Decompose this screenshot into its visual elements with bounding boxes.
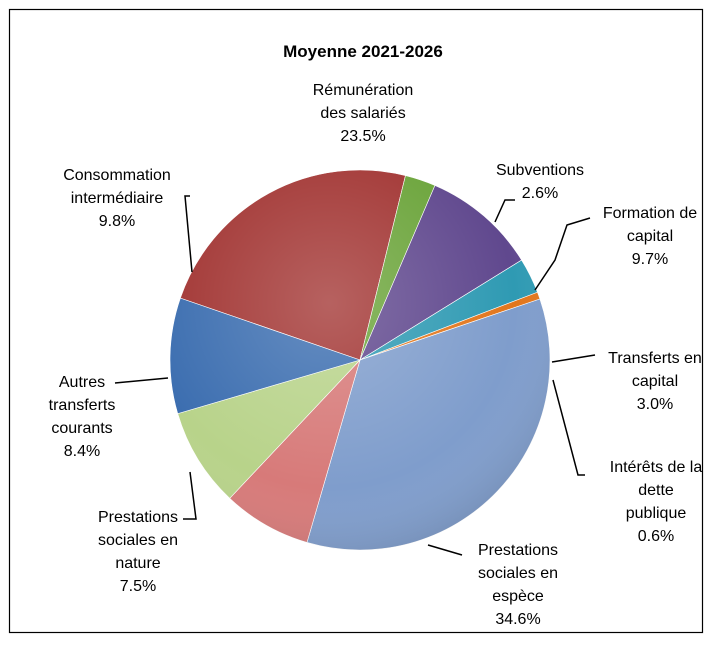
leader-lines bbox=[114, 195, 596, 556]
slice-label-8: Autres transferts courants 8.4% bbox=[49, 374, 116, 460]
slice-label-2: Subventions 2.6% bbox=[496, 162, 584, 202]
slice-label-6: Prestations sociales en espèce 34.6% bbox=[478, 542, 558, 628]
leader-line-4 bbox=[551, 354, 596, 363]
leader-line-8 bbox=[114, 377, 169, 384]
slice-label-7: Prestations sociales en nature 7.5% bbox=[98, 509, 178, 595]
leader-line-5 bbox=[552, 379, 585, 476]
slice-label-5: Intérêts de la dette publique 0.6% bbox=[610, 459, 703, 545]
slice-label-4: Transferts en capital 3.0% bbox=[608, 350, 702, 413]
slice-label-1: Rémunération des salariés 23.5% bbox=[313, 82, 414, 145]
slice-labels: Rémunération des salariés 23.5% Subventions… bbox=[49, 82, 703, 628]
slice-label-3: Formation de capital 9.7% bbox=[603, 205, 697, 268]
slice-label-9: Consommation intermédiaire 9.8% bbox=[63, 167, 171, 230]
pie-shading bbox=[170, 170, 550, 550]
leader-line-7 bbox=[183, 471, 197, 520]
leader-line-9 bbox=[184, 195, 193, 273]
chart-title: Moyenne 2021-2026 bbox=[283, 42, 443, 61]
leader-line-2 bbox=[494, 199, 515, 223]
leader-line-6 bbox=[427, 544, 463, 556]
leader-line-3 bbox=[534, 217, 591, 291]
